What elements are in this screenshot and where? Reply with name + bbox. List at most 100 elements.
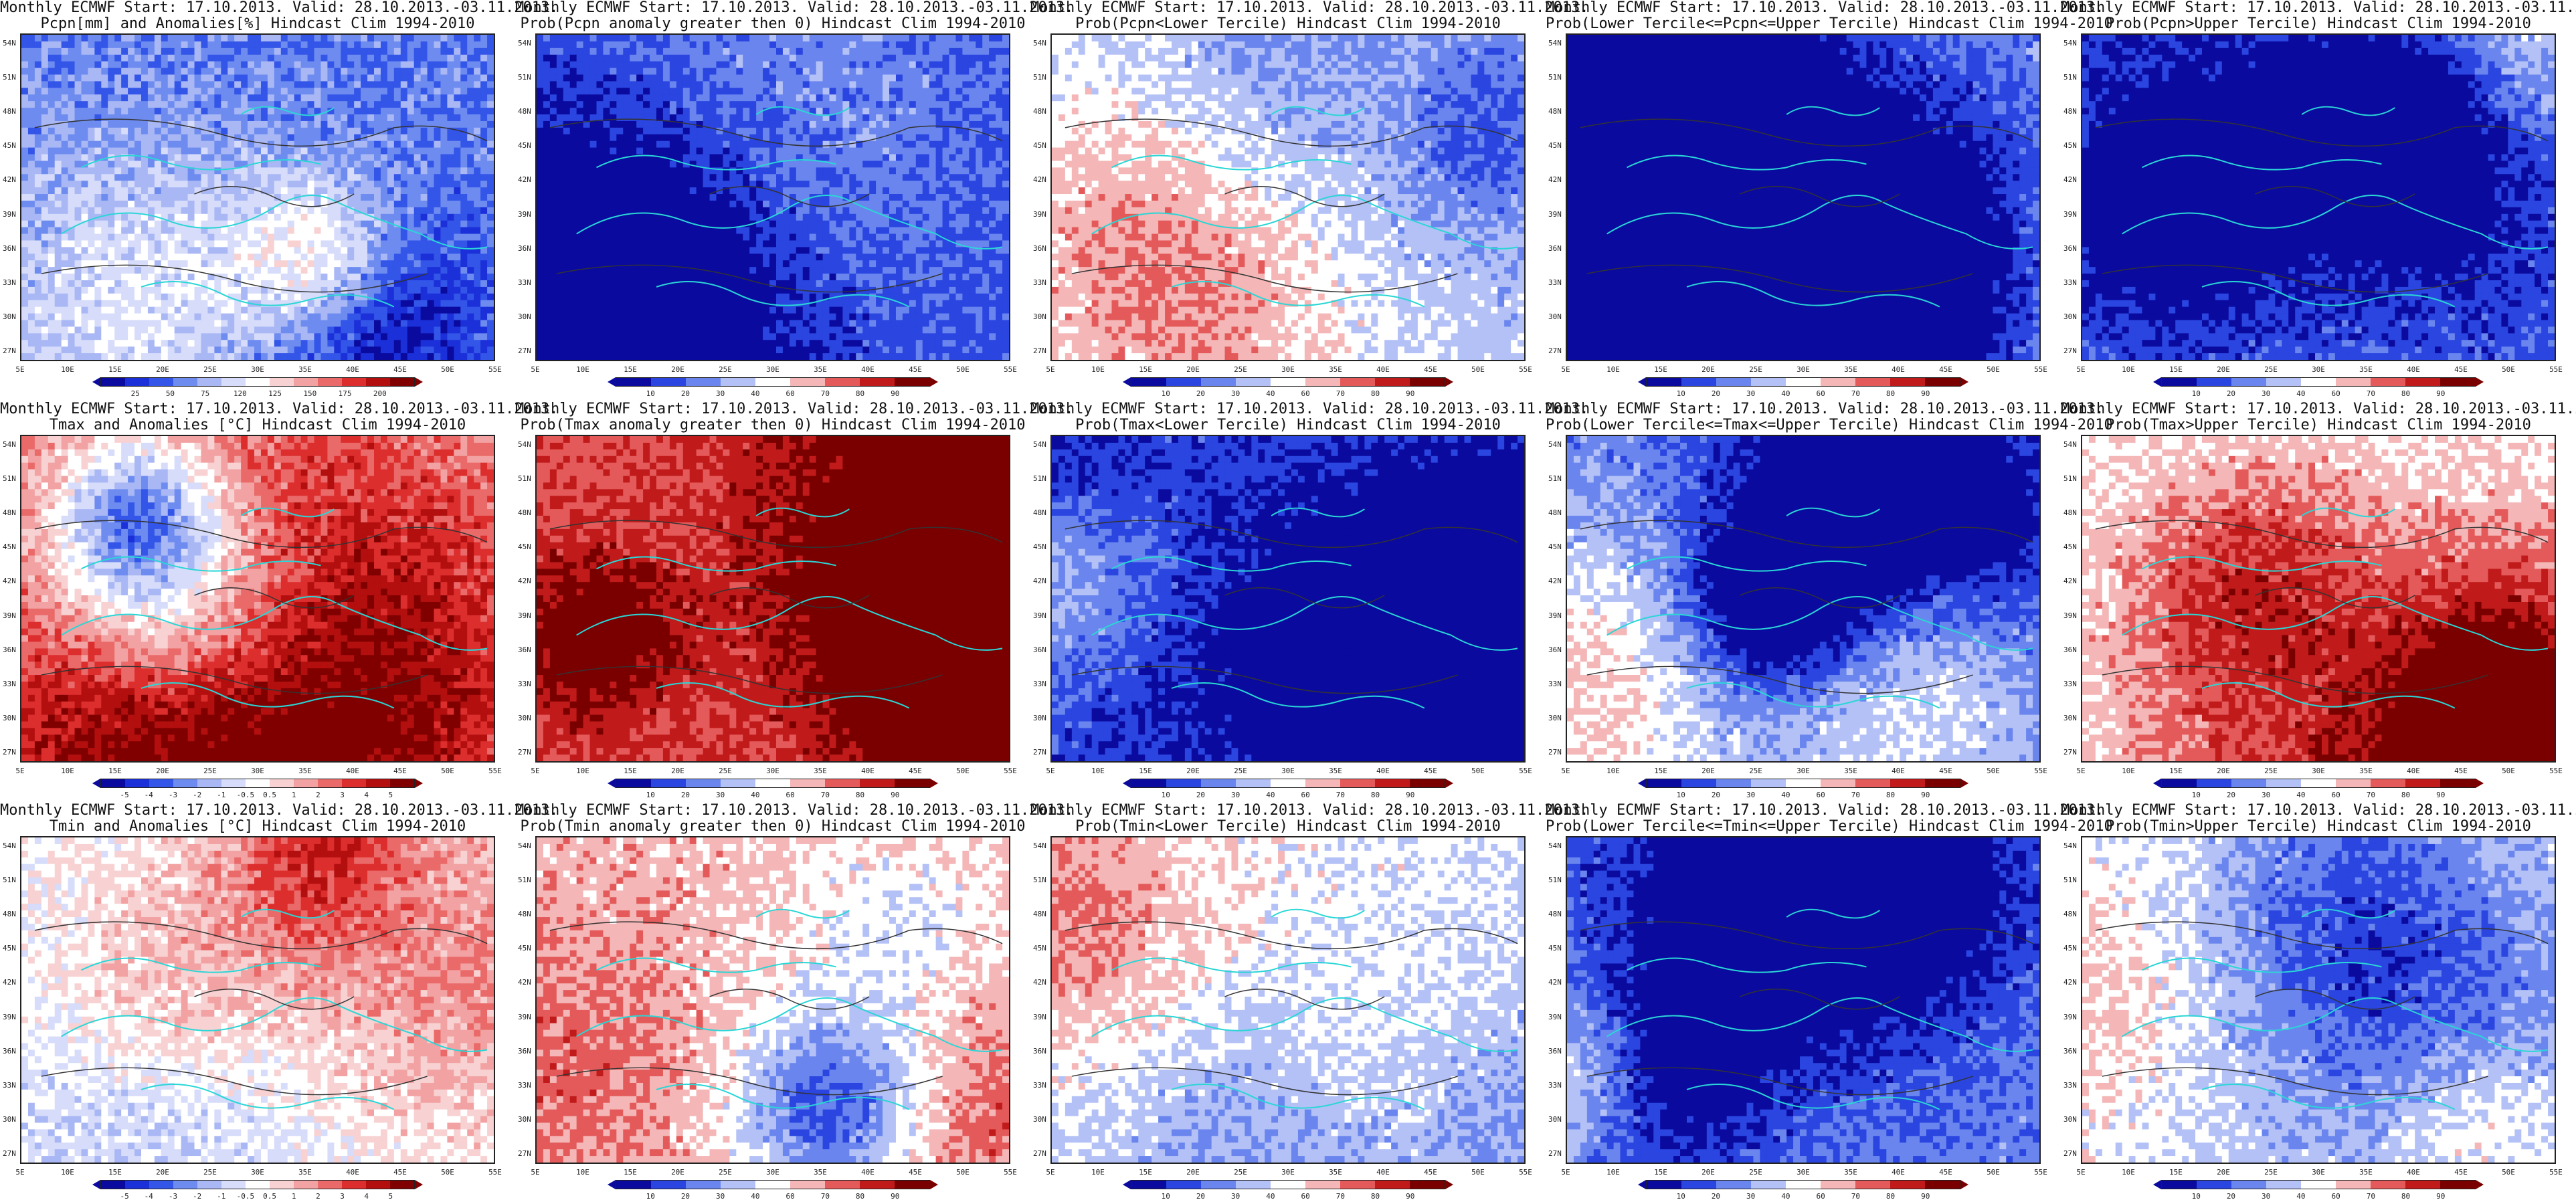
map-panel: Monthly ECMWF Start: 17.10.2013. Valid: … xyxy=(515,803,1073,1204)
latitude-label: 48N xyxy=(2063,910,2077,918)
panel-title-line2: Prob(Lower Tercile<=Tmin<=Upper Tercile)… xyxy=(1546,819,2113,835)
map-svg xyxy=(537,837,1009,1163)
colorbar-tick-label: 10 xyxy=(1162,1192,1170,1201)
longitude-label: 55E xyxy=(488,1168,502,1177)
panel-title-line2: Prob(Lower Tercile<=Pcpn<=Upper Tercile)… xyxy=(1546,16,2113,32)
latitude-label: 42N xyxy=(518,577,531,585)
colorbar-tick-label: 30 xyxy=(1746,1192,1755,1201)
longitude-label: 45E xyxy=(909,1168,922,1177)
colorbar-tick-label: 90 xyxy=(1406,1192,1414,1201)
colorbar-tick-label: -4 xyxy=(145,1192,153,1201)
longitude-label: 25E xyxy=(719,767,732,775)
panel-title-line2: Prob(Pcpn anomaly greater then 0) Hindca… xyxy=(515,16,1030,32)
longitude-label: 40E xyxy=(1892,365,1905,374)
colorbar-tick-label: 20 xyxy=(2227,791,2235,799)
coastline xyxy=(2122,507,2549,709)
latitude-label: 33N xyxy=(1033,278,1046,287)
longitude-label: 50E xyxy=(1471,767,1485,775)
longitude-label: 50E xyxy=(1987,365,2000,374)
latitude-label: 39N xyxy=(1548,611,1562,620)
map-panel: Monthly ECMWF Start: 17.10.2013. Valid: … xyxy=(2061,401,2576,803)
coastline xyxy=(1606,908,2033,1110)
latitude-label: 45N xyxy=(1033,141,1046,150)
longitude-label: 25E xyxy=(203,767,217,775)
colorbar-tick-label: 70 xyxy=(2367,389,2375,398)
longitude-label: 35E xyxy=(814,767,827,775)
longitude-label: 5E xyxy=(2076,767,2085,775)
latitude-label: 39N xyxy=(3,1013,16,1021)
longitude-label: 5E xyxy=(1561,1168,1570,1177)
colorbar-tick-label: 80 xyxy=(1886,389,1895,398)
longitude-label: 55E xyxy=(1519,767,1532,775)
longitude-label: 5E xyxy=(1046,1168,1054,1177)
longitude-label: 35E xyxy=(1844,767,1857,775)
longitude-label: 25E xyxy=(1234,365,1247,374)
longitude-label: 30E xyxy=(251,365,264,374)
longitude-label: 45E xyxy=(393,1168,407,1177)
latitude-label: 54N xyxy=(3,440,16,449)
longitude-label: 55E xyxy=(2034,767,2047,775)
colorbar-tick-label: 30 xyxy=(1231,389,1240,398)
longitude-label: 45E xyxy=(1424,767,1437,775)
colorbar-tick-label: 20 xyxy=(2227,1192,2235,1201)
latitude-label: 48N xyxy=(518,508,531,517)
latitude-label: 33N xyxy=(1548,1081,1562,1090)
map-panel: Monthly ECMWF Start: 17.10.2013. Valid: … xyxy=(515,401,1073,803)
latitude-label: 45N xyxy=(518,141,531,150)
coastline xyxy=(61,908,488,1110)
map-field xyxy=(2081,435,2556,763)
latitude-label: 36N xyxy=(2063,1047,2077,1056)
latitude-label: 48N xyxy=(2063,508,2077,517)
colorbar-tick-label: 40 xyxy=(751,1192,759,1201)
colorbar-min-arrow xyxy=(2153,377,2161,387)
colorbar-tick-label: 60 xyxy=(1301,791,1309,799)
panel-title-line2: Prob(Tmin<Lower Tercile) Hindcast Clim 1… xyxy=(1030,819,1546,835)
longitude-label: 55E xyxy=(1004,1168,1017,1177)
colorbar-tick-label: 30 xyxy=(2262,1192,2270,1201)
map-svg xyxy=(21,35,494,360)
longitude-label: 20E xyxy=(2217,767,2230,775)
colorbar-tick-label: 40 xyxy=(1266,389,1275,398)
longitude-label: 10E xyxy=(1091,1168,1105,1177)
coastline xyxy=(2122,908,2549,1110)
panel-title-line2: Prob(Tmax>Upper Tercile) Hindcast Clim 1… xyxy=(2061,417,2576,433)
map-field xyxy=(20,33,495,361)
longitude-label: 30E xyxy=(1797,365,1810,374)
panel-title-line1: Monthly ECMWF Start: 17.10.2013. Valid: … xyxy=(2061,401,2576,417)
longitude-label: 10E xyxy=(576,365,589,374)
latitude-label: 42N xyxy=(1548,978,1562,987)
latitude-label: 27N xyxy=(1033,346,1046,355)
colorbar-min-arrow xyxy=(92,779,100,788)
longitude-label: 40E xyxy=(1376,1168,1390,1177)
panel-title-line1: Monthly ECMWF Start: 17.10.2013. Valid: … xyxy=(1546,401,2104,417)
colorbar-min-arrow xyxy=(1638,1180,1646,1189)
longitude-label: 15E xyxy=(1139,1168,1152,1177)
latitude-label: 54N xyxy=(518,440,531,449)
map-field xyxy=(1050,435,1526,763)
longitude-label: 15E xyxy=(624,767,637,775)
colorbar-tick-label: 150 xyxy=(303,389,316,398)
colorbar-tick-label: 40 xyxy=(2296,791,2305,799)
longitude-label: 25E xyxy=(1234,767,1247,775)
longitude-label: 30E xyxy=(766,1168,779,1177)
colorbar-tick-label: 0.5 xyxy=(263,791,276,799)
colorbar-tick-label: 60 xyxy=(1816,389,1825,398)
colorbar-max-arrow xyxy=(2476,377,2484,387)
coastline xyxy=(61,106,488,308)
latitude-label: 30N xyxy=(518,714,531,722)
latitude-label: 45N xyxy=(2063,141,2077,150)
panel-title-line1: Monthly ECMWF Start: 17.10.2013. Valid: … xyxy=(1030,0,1588,16)
map-panel: Monthly ECMWF Start: 17.10.2013. Valid: … xyxy=(1546,803,2113,1204)
panel-title-line1: Monthly ECMWF Start: 17.10.2013. Valid: … xyxy=(2061,0,2576,16)
map-field xyxy=(1050,33,1526,361)
colorbar-tick-label: 20 xyxy=(681,1192,690,1201)
latitude-label: 42N xyxy=(1548,175,1562,184)
colorbar-tick-label: 10 xyxy=(2192,389,2201,398)
colorbar xyxy=(1131,377,1445,387)
latitude-label: 36N xyxy=(1548,244,1562,253)
colorbar xyxy=(100,377,415,387)
colorbar-tick-label: 70 xyxy=(821,791,830,799)
latitude-label: 51N xyxy=(1548,73,1562,82)
longitude-label: 25E xyxy=(1234,1168,1247,1177)
longitude-label: 15E xyxy=(1139,365,1152,374)
